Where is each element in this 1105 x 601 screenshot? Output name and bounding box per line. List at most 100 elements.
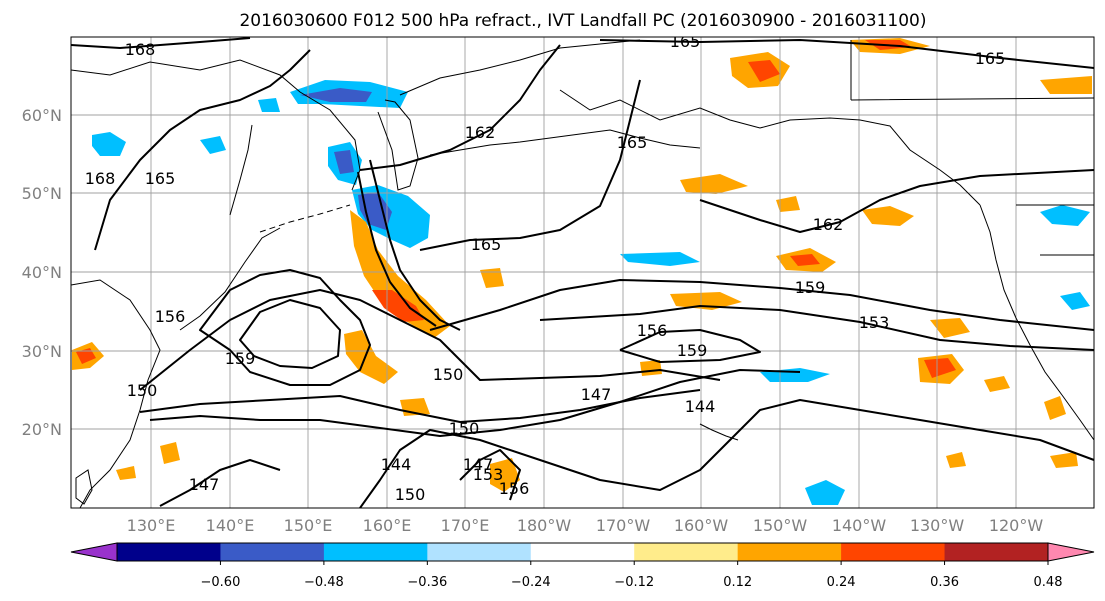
colorbar-tick-label: 0.12 — [723, 575, 752, 590]
lon-label: 170°E — [441, 516, 490, 535]
colorbar-arrow-low — [70, 542, 118, 562]
contour-147 — [149, 369, 801, 437]
contour-jet-loop-inner — [239, 299, 341, 369]
contour-162 — [359, 44, 561, 171]
colorbar-tick-label: −0.48 — [304, 575, 344, 590]
lon-label: 120°W — [989, 516, 1044, 535]
colorbar-segment — [530, 543, 635, 561]
contour-165-north — [599, 39, 1094, 69]
coast-asia-east — [71, 279, 161, 508]
colorbar: −0.60 −0.48 −0.36 −0.24 −0.12 0.12 0.24 0.36 0.4… — [70, 542, 1095, 590]
contour-label: 159 — [677, 341, 708, 360]
negative-anomaly-small-1 — [200, 136, 226, 154]
negative-anomaly-small-3 — [1060, 292, 1090, 310]
map-frame — [70, 36, 1095, 509]
contour-153-sw — [459, 449, 521, 501]
map-panel: 168 165 165 162 165 165 168 165 162 159 … — [70, 32, 1095, 509]
positive-anomaly-mid-1-core — [790, 254, 820, 266]
contour-label: 153 — [473, 465, 504, 484]
coast-asia-north — [71, 59, 361, 191]
map-background — [71, 37, 1094, 508]
lon-label: 160°W — [674, 516, 729, 535]
border-canada-us — [850, 40, 1094, 101]
colorbar-segment — [944, 543, 1049, 561]
contour-165-mid — [419, 79, 641, 251]
positive-anomaly-south-4 — [160, 442, 180, 464]
negative-anomaly-south — [805, 480, 845, 505]
contour-153 — [539, 305, 1094, 351]
contour-label: 147 — [189, 475, 220, 494]
contour-147-sw — [159, 459, 281, 507]
colorbar-tick-label: 0.24 — [827, 575, 856, 590]
colorbar-segment — [117, 543, 221, 561]
contour-label: 165 — [145, 169, 176, 188]
contour-156 — [619, 329, 761, 363]
positive-anomaly-alaska-panhandle — [862, 206, 914, 226]
positive-anomaly-east-1-core — [924, 358, 956, 378]
shaded-anomalies — [72, 38, 1092, 505]
lon-label: 180°W — [517, 516, 572, 535]
lon-label: 140°E — [206, 516, 255, 535]
lon-label: 130°W — [910, 516, 965, 535]
latitude-labels: 60°N 50°N 40°N 30°N 20°N — [22, 106, 62, 439]
positive-anomaly-gulf-alaska — [680, 174, 748, 194]
figure-title: 2016030600 F012 500 hPa refract., IVT La… — [239, 11, 926, 31]
colorbar-tick-label: −0.36 — [407, 575, 447, 590]
contour-label: 159 — [225, 349, 256, 368]
coast-aleutians — [429, 129, 701, 156]
positive-anomaly-sw — [344, 330, 398, 384]
positive-anomaly-ne-corner — [1040, 76, 1092, 94]
negative-anomaly-kamchatka-core — [358, 192, 392, 230]
contour-label: 165 — [670, 32, 701, 51]
lon-label: 150°E — [284, 516, 333, 535]
contour-label: 162 — [813, 215, 844, 234]
negative-anomaly-small-2 — [258, 98, 280, 112]
lat-label: 60°N — [22, 106, 62, 125]
contour-168 — [71, 37, 251, 49]
contour-label: 153 — [859, 313, 890, 332]
contour-165-west — [94, 49, 311, 251]
contour-label: 147 — [581, 385, 612, 404]
gridlines — [71, 37, 1094, 508]
contour-labels: 168 165 165 162 165 165 168 165 162 159 … — [85, 32, 1006, 504]
contour-162-east — [699, 169, 1094, 233]
contour-label: 168 — [125, 40, 156, 59]
positive-anomaly-south-1 — [490, 458, 520, 492]
colorbar-outline — [116, 542, 1049, 562]
negative-anomaly-okhotsk-core — [334, 150, 354, 174]
colorbar-arrow-high — [1047, 542, 1095, 562]
contour-label: 150 — [449, 419, 480, 438]
lon-label: 160°E — [363, 516, 412, 535]
longitude-labels: 130°E 140°E 150°E 160°E 170°E 180°W 170°… — [127, 516, 1044, 535]
contour-label: 150 — [395, 485, 426, 504]
contours — [71, 37, 1094, 508]
colorbar-tick-label: −0.24 — [511, 575, 551, 590]
lon-label: 150°W — [753, 516, 808, 535]
positive-anomaly-east-5 — [1050, 452, 1078, 468]
colorbar-segment — [737, 543, 842, 561]
contour-jet-loop — [199, 269, 371, 386]
positive-anomaly-alaska-ne-core — [748, 60, 780, 82]
negative-anomaly-north-siberia-core — [300, 88, 372, 102]
lon-label: 130°E — [127, 516, 176, 535]
positive-anomaly-mid-2 — [670, 292, 742, 310]
coast-philippines — [75, 469, 93, 505]
coast-japan — [179, 227, 281, 331]
contour-label: 150 — [127, 381, 158, 400]
contour-trough-east-2 — [357, 171, 437, 327]
coast-na-west — [979, 204, 1094, 441]
contour-label: 156 — [155, 307, 186, 326]
lon-label: 170°W — [596, 516, 651, 535]
positive-anomaly-jet-core — [372, 290, 424, 322]
contour-label: 168 — [85, 169, 116, 188]
contour-label: 156 — [637, 321, 668, 340]
negative-anomaly-nw — [92, 132, 126, 156]
contour-label: 150 — [433, 365, 464, 384]
positive-anomaly-small-2 — [116, 466, 136, 480]
contour-label: 162 — [465, 123, 496, 142]
contour-label: 156 — [499, 479, 530, 498]
positive-anomaly-east-4 — [1044, 396, 1066, 420]
coast-kamchatka — [377, 99, 419, 191]
coast-sakhalin — [229, 124, 253, 216]
